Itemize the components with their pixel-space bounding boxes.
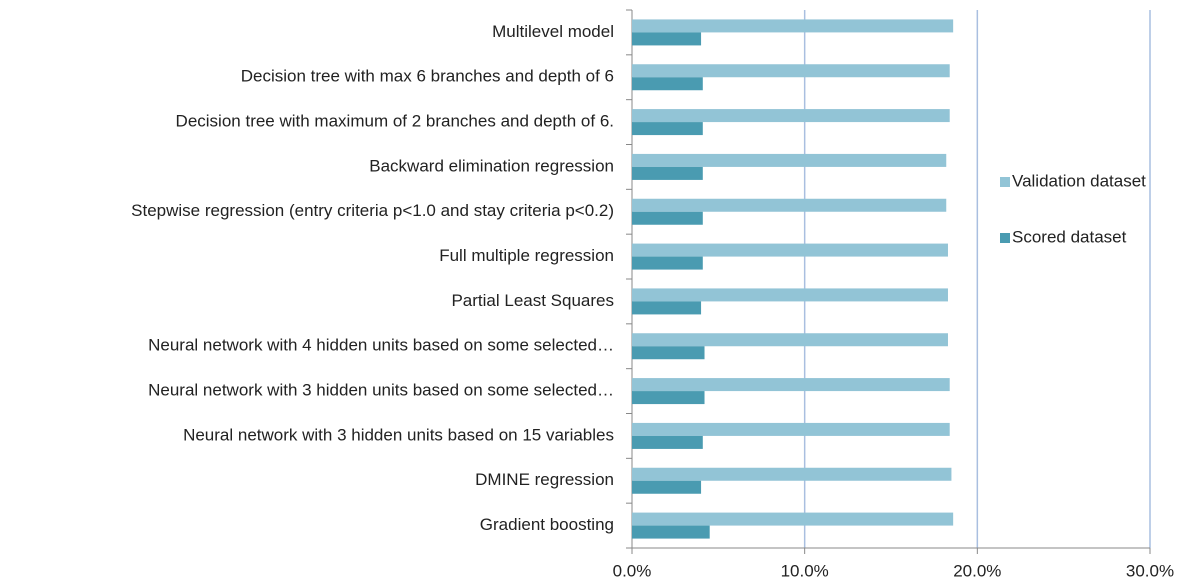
x-tick-label: 30.0% xyxy=(1126,561,1174,580)
bar xyxy=(632,256,703,270)
bar xyxy=(632,109,950,123)
bar xyxy=(632,211,703,225)
x-tick-label: 0.0% xyxy=(613,561,652,580)
bar xyxy=(632,153,947,167)
bar xyxy=(632,288,948,302)
bar xyxy=(632,243,948,257)
bar xyxy=(632,64,950,78)
bar xyxy=(632,480,702,494)
bar xyxy=(632,77,703,91)
bar xyxy=(632,391,705,405)
bar xyxy=(632,435,703,449)
y-tick-label: Stepwise regression (entry criteria p<1.… xyxy=(131,201,614,220)
bar xyxy=(632,166,703,180)
legend-swatch xyxy=(1000,233,1010,243)
y-tick-label: Backward elimination regression xyxy=(369,156,614,175)
y-tick-label: Neural network with 3 hidden units based… xyxy=(183,425,614,444)
y-tick-label: Gradient boosting xyxy=(480,515,614,534)
y-tick-label: Full multiple regression xyxy=(439,246,614,265)
bar xyxy=(632,378,950,392)
x-tick-label: 20.0% xyxy=(953,561,1001,580)
y-tick-label: Neural network with 4 hidden units based… xyxy=(148,336,614,355)
y-tick-label: Decision tree with maximum of 2 branches… xyxy=(176,112,614,131)
y-tick-label: Neural network with 3 hidden units based… xyxy=(148,381,614,400)
legend-label: Scored dataset xyxy=(1012,227,1127,246)
bar xyxy=(632,512,954,526)
bar xyxy=(632,525,710,539)
bar xyxy=(632,422,950,436)
legend-swatch xyxy=(1000,177,1010,187)
y-tick-label: Decision tree with max 6 branches and de… xyxy=(241,67,614,86)
bar xyxy=(632,333,948,347)
y-tick-label: DMINE regression xyxy=(475,470,614,489)
bar xyxy=(632,301,702,315)
bar xyxy=(632,198,947,212)
bar xyxy=(632,346,705,360)
bar xyxy=(632,122,703,136)
bar xyxy=(632,32,702,46)
y-tick-label: Multilevel model xyxy=(492,22,614,41)
bar xyxy=(632,19,954,33)
y-tick-label: Partial Least Squares xyxy=(451,291,614,310)
bar xyxy=(632,467,952,481)
legend-label: Validation dataset xyxy=(1012,171,1146,190)
x-tick-label: 10.0% xyxy=(781,561,829,580)
